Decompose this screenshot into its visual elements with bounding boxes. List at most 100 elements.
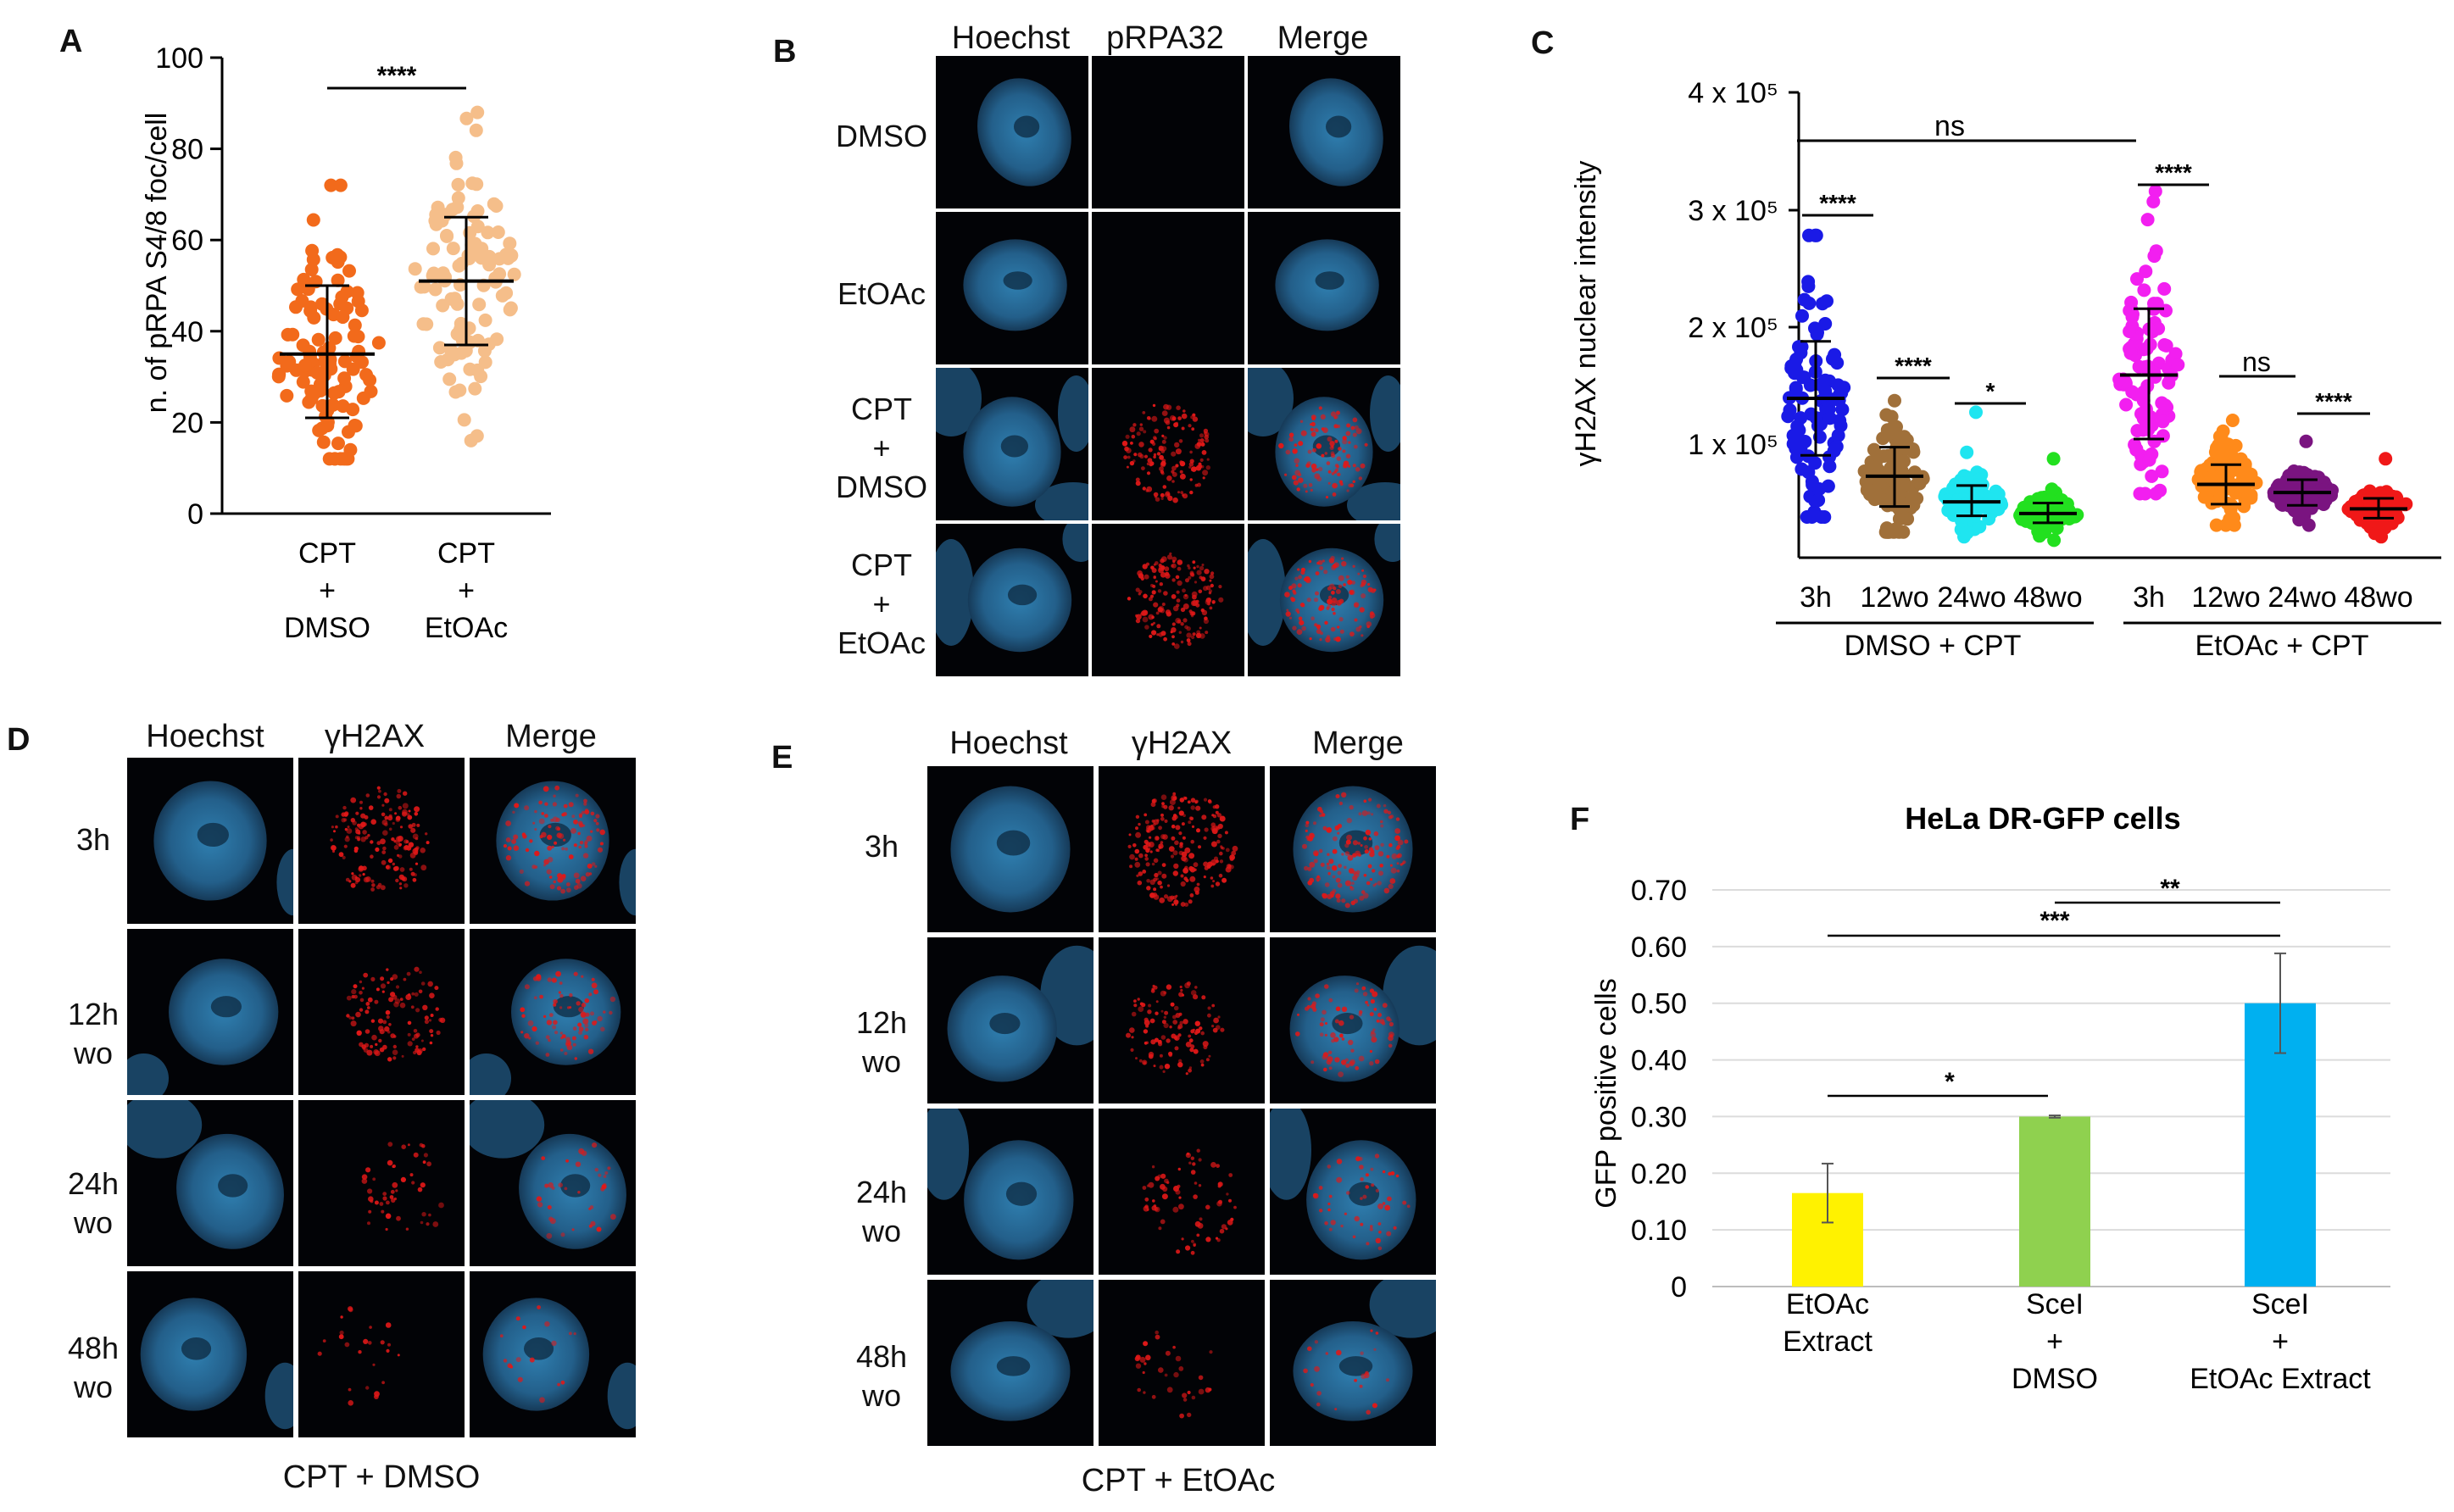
panel-a-yaxis: 0 20 40 60 80 100 [155,42,222,531]
panel-d-col-hoechst: Hoechst [146,719,264,754]
panel-e-row-3: 24h wo [855,1175,908,1248]
panel-b-image-r4-c3 [1248,524,1400,676]
panel-c-point [1991,502,2006,516]
panel-a-point [459,111,474,125]
panel-c-point [1795,462,1809,476]
panel-a-point [271,370,286,384]
panel-a-ytick-label: 40 [171,316,203,348]
panel-c-point [2123,325,2137,338]
panel-f-ytick-label: 0.70 [1631,875,1687,907]
panel-a-point [453,383,467,397]
panel-c-point [1837,381,1851,395]
panel-c-point [1802,296,1817,310]
panel-d-image-r2-c2 [298,929,465,1095]
panel-c-point [2383,494,2397,509]
panel-c-point [2033,529,2046,543]
panel-a-point [477,344,492,358]
panel-f-cat-3-line2: + [2272,1326,2289,1358]
panel-b-image-r1-c2 [1092,56,1244,208]
panel-a-point [306,213,320,227]
panel-c-xtick-label: 24wo [2268,581,2336,614]
panel-c-group-etoac: EtOAc + CPT [2195,630,2369,662]
panel-a-point [328,331,342,345]
panel-f-ytick-label: 0.50 [1631,988,1687,1020]
panel-a-point [469,123,483,137]
panel-c-sig-dmso-b: **** [1895,353,1932,379]
panel-b-image-r1-c3 [1248,56,1400,208]
panel-c-point [2155,464,2169,479]
panel-c-point [2378,512,2392,526]
panel-d-col-merge: Merge [505,719,597,754]
panel-c-xtick-label: 24wo [1937,581,2006,614]
panel-f-ytick-label: 0 [1671,1271,1687,1304]
panel-a-xlabel-1: CPT + DMSO [284,537,370,644]
panel-d-image-r2-c1 [127,929,293,1095]
panel-a-ytick-label: 80 [171,134,203,166]
panel-a-xlabel-1-line3: DMSO [284,612,370,644]
panel-c-point [2047,533,2062,548]
panel-f-cat-3-line1: SceI [2251,1288,2309,1320]
panel-c-point [2223,445,2238,459]
panel-a-point [503,236,517,251]
panel-a-point [331,385,346,399]
panel-d-col-gh2ax: γH2AX [324,719,426,754]
panel-c-sig-etoac-a: **** [2155,159,2192,186]
panel-c-point [1873,492,1888,506]
panel-c-point [2139,264,2153,279]
panel-c-point [1807,507,1821,521]
panel-c-point [2379,452,2393,466]
panel-c-point [1895,454,1909,469]
panel-a-point [442,372,457,386]
panel-c-point [2138,486,2152,501]
panel-c-ytick-4: 4 x 10⁵ [1688,77,1778,109]
panel-c-point [1960,445,1974,459]
panel-d-image-r4-c2 [298,1271,465,1437]
panel-b-image-r2-c3 [1248,212,1400,364]
panel-c-point [1795,309,1809,323]
panel-c-point [1833,414,1847,428]
panel-a-point [449,156,464,170]
panel-f-title: HeLa DR-GFP cells [1905,801,2180,836]
panel-b-image-r2-c2 [1092,212,1244,364]
panel-c-point [2046,452,2061,466]
panel-a-point [297,272,311,286]
panel-b-image-r2-c1 [936,212,1088,364]
panel-a-point [432,341,447,355]
panel-a-ylabel: n. of pRPA S4/8 foc/cell [141,113,173,414]
panel-a-point [364,384,378,398]
panel-c-point [1973,520,1987,534]
panel-c-point [2308,496,2323,510]
panel-c-point [2137,385,2151,399]
panel-c-point [2171,358,2185,372]
panel-a-ytick-label: 0 [187,498,203,531]
panel-e-image-r4-c3 [1270,1280,1436,1446]
panel-a-point [408,262,422,276]
panel-a-point [444,344,459,358]
panel-b-image-r3-c3 [1248,368,1400,520]
panel-d-row-1: 3h [75,822,111,857]
panel-d-caption: CPT + DMSO [282,1459,481,1495]
panel-f-cat-2-line3: DMSO [2012,1363,2098,1395]
panel-b-row-4: CPT + EtOAc [837,548,927,660]
panel-c-point [1869,459,1884,474]
panel-c-point [2132,359,2146,374]
panel-e-col-gh2ax: γH2AX [1131,725,1233,761]
panel-a-point [470,105,485,120]
panel-c-point [1795,340,1809,354]
panel-a-point [280,388,294,403]
panel-c-xtick-label: 3h [1800,581,1832,614]
panel-c-point [1958,498,1973,512]
panel-a-point [459,343,473,358]
panel-d-image-r1-c2 [298,758,465,924]
panel-c-point [2145,469,2159,483]
panel-a-point [296,375,310,389]
panel-c-xtick-label: 12wo [2191,581,2260,614]
panel-a-sig: **** [377,62,417,90]
panel-a-point [472,297,487,312]
panel-a-point [355,355,369,370]
panel-c-point [2134,407,2148,421]
panel-c-point [2142,453,2156,467]
panel-c-point [2140,213,2155,227]
panel-c-point [1835,403,1850,417]
panel-a-point [298,359,312,372]
